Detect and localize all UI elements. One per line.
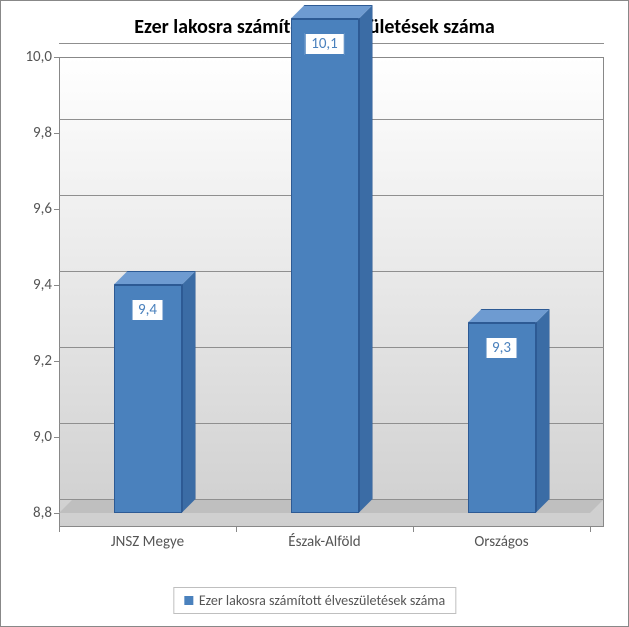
- bar-top: [291, 5, 373, 19]
- legend-swatch: [184, 596, 193, 605]
- bar-front: [291, 19, 359, 513]
- y-tick-label: 9,4: [2, 276, 52, 294]
- x-tick-label: Észak-Alföld: [288, 533, 360, 551]
- bar-top: [114, 271, 196, 285]
- plot-area: 8,89,09,29,49,69,810,09,4JNSZ Megye10,1É…: [59, 57, 604, 527]
- y-tick-label: 8,8: [2, 504, 52, 522]
- data-label: 9,4: [131, 299, 164, 321]
- bar-top: [468, 309, 550, 323]
- data-label: 9,3: [485, 337, 518, 359]
- data-label: 10,1: [304, 33, 345, 55]
- y-tick-label: 9,2: [2, 352, 52, 370]
- bar-side: [536, 309, 550, 513]
- y-tickmark: [54, 361, 59, 362]
- y-tickmark: [54, 513, 59, 514]
- bar-side: [359, 5, 373, 513]
- x-tick-label: JNSZ Megye: [111, 533, 184, 551]
- bar-side: [182, 271, 196, 513]
- y-tick-label: 9,8: [2, 124, 52, 142]
- y-tick-label: 10,0: [2, 48, 52, 66]
- legend-series-label: Ezer lakosra számított élveszületések sz…: [199, 592, 445, 609]
- y-tick-label: 9,6: [2, 200, 52, 218]
- x-tickmark: [236, 527, 237, 532]
- y-tickmark: [54, 57, 59, 58]
- y-tickmark: [54, 285, 59, 286]
- x-tickmark: [590, 527, 591, 532]
- bar: [291, 5, 373, 513]
- y-tickmark: [54, 133, 59, 134]
- legend: Ezer lakosra számított élveszületések sz…: [173, 587, 456, 614]
- y-tickmark: [54, 209, 59, 210]
- y-tick-label: 9,0: [2, 428, 52, 446]
- chart-container: Ezer lakosra számított élveszületések sz…: [0, 0, 629, 627]
- x-tickmark: [59, 527, 60, 532]
- x-tickmark: [413, 527, 414, 532]
- x-tick-label: Országos: [474, 533, 528, 551]
- y-tickmark: [54, 437, 59, 438]
